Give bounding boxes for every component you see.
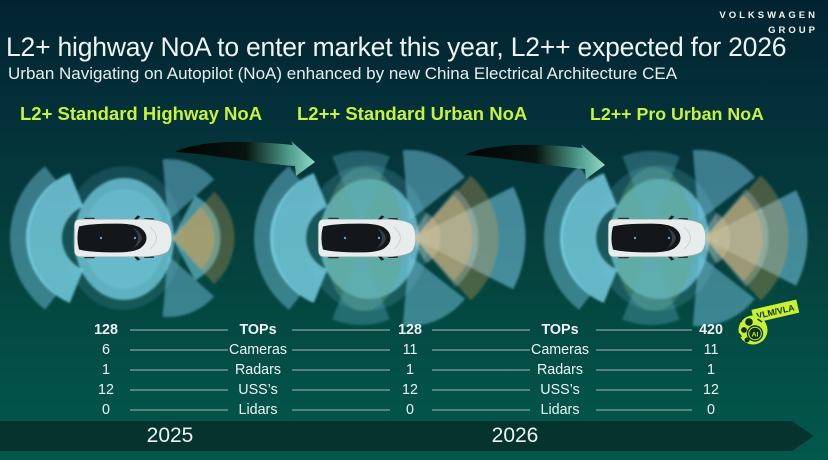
- svg-text:AI: AI: [752, 331, 759, 338]
